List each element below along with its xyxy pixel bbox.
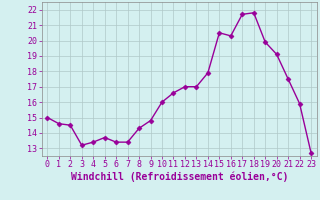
X-axis label: Windchill (Refroidissement éolien,°C): Windchill (Refroidissement éolien,°C) — [70, 172, 288, 182]
